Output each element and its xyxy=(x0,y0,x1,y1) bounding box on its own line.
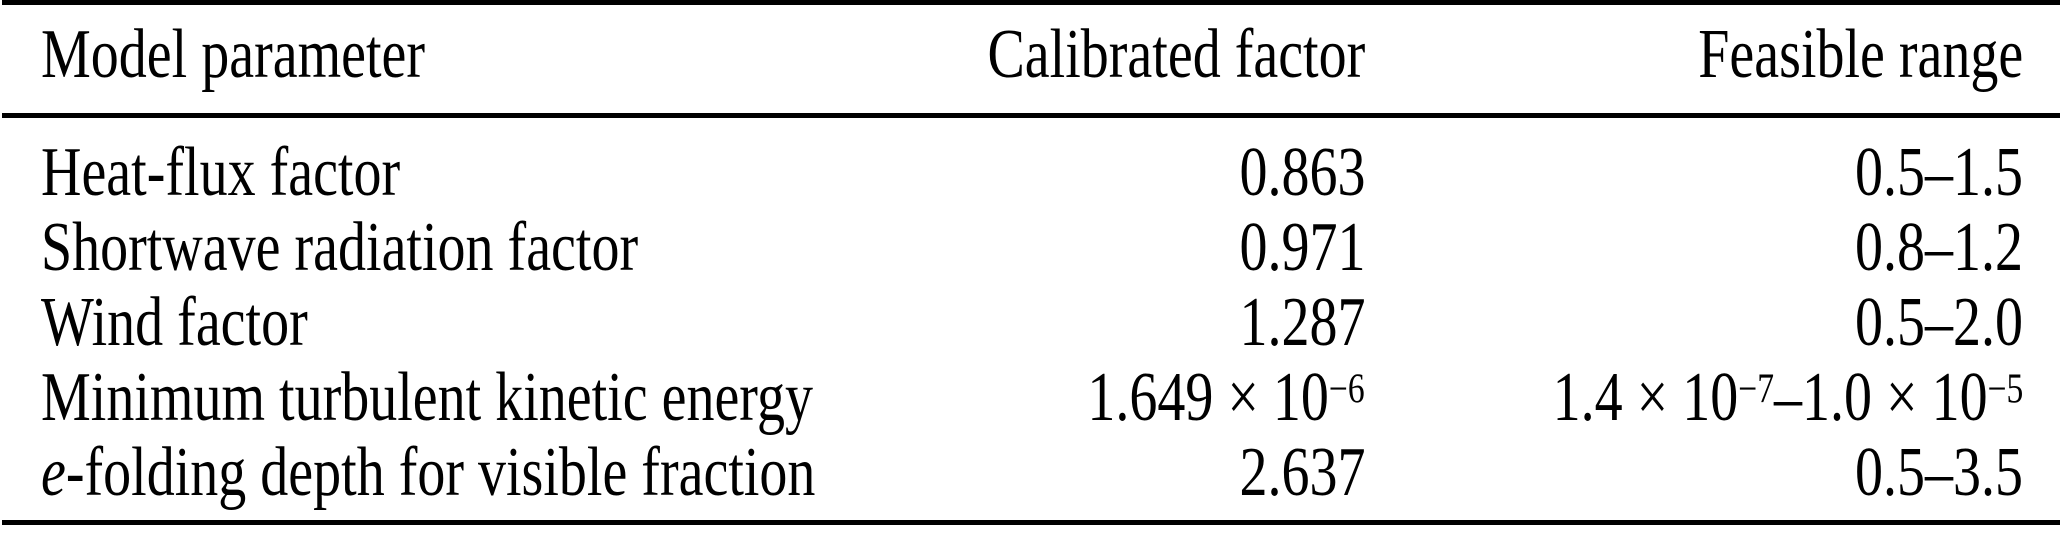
cell-feasible-range: 0.5–2.0 xyxy=(1365,285,2023,360)
range-value: 0.5–2.0 xyxy=(1855,284,2023,361)
calibrated-value: 2.637 xyxy=(1239,434,1365,511)
parameter-name: Minimum turbulent kinetic energy xyxy=(41,359,813,436)
column-header-label: Feasible range xyxy=(1698,16,2023,93)
table-row: Minimum turbulent kinetic energy 1.649 ×… xyxy=(2,360,2060,435)
calibrated-value: 1.649 × 10−6 xyxy=(1087,359,1365,436)
table-header-rule xyxy=(2,113,2060,118)
calibrated-value: 0.971 xyxy=(1239,209,1365,286)
parameter-name: Heat-flux factor xyxy=(41,134,401,211)
calibrated-value: 0.863 xyxy=(1239,134,1365,211)
table-header: Model parameter Calibrated factor Feasib… xyxy=(2,5,2060,113)
column-header-label: Calibrated factor xyxy=(987,16,1365,93)
cell-calibrated-factor: 1.649 × 10−6 xyxy=(915,360,1365,435)
table-row: Heat-flux factor 0.863 0.5–1.5 xyxy=(2,135,2060,210)
cell-feasible-range: 0.5–3.5 xyxy=(1365,435,2023,510)
table-header-row: Model parameter Calibrated factor Feasib… xyxy=(2,17,2060,92)
column-header-label: Model parameter xyxy=(41,16,426,93)
parameter-name: Shortwave radiation factor xyxy=(41,209,639,286)
column-header-feasible-range: Feasible range xyxy=(1365,17,2023,92)
column-header-model-parameter: Model parameter xyxy=(41,17,915,92)
calibration-parameters-table: Model parameter Calibrated factor Feasib… xyxy=(2,0,2060,525)
table-row: Wind factor 1.287 0.5–2.0 xyxy=(2,285,2060,360)
cell-calibrated-factor: 0.863 xyxy=(915,135,1365,210)
cell-calibrated-factor: 2.637 xyxy=(915,435,1365,510)
cell-calibrated-factor: 1.287 xyxy=(915,285,1365,360)
range-value: 0.5–3.5 xyxy=(1855,434,2023,511)
calibrated-value: 1.287 xyxy=(1239,284,1365,361)
cell-feasible-range: 0.5–1.5 xyxy=(1365,135,2023,210)
cell-feasible-range: 0.8–1.2 xyxy=(1365,210,2023,285)
table-row: e-folding depth for visible fraction 2.6… xyxy=(2,435,2060,510)
column-header-calibrated-factor: Calibrated factor xyxy=(915,17,1365,92)
range-value: 0.5–1.5 xyxy=(1855,134,2023,211)
table-top-rule xyxy=(2,0,2060,5)
table-row: Shortwave radiation factor 0.971 0.8–1.2 xyxy=(2,210,2060,285)
cell-calibrated-factor: 0.971 xyxy=(915,210,1365,285)
table-body: Heat-flux factor 0.863 0.5–1.5 Shortwave… xyxy=(2,118,2060,520)
cell-feasible-range: 1.4 × 10−7–1.0 × 10−5 xyxy=(1365,360,2023,435)
range-value: 1.4 × 10−7–1.0 × 10−5 xyxy=(1552,359,2023,436)
cell-parameter: Minimum turbulent kinetic energy xyxy=(41,360,915,435)
cell-parameter: Wind factor xyxy=(41,285,915,360)
parameter-name: e-folding depth for visible fraction xyxy=(41,434,816,511)
cell-parameter: Shortwave radiation factor xyxy=(41,210,915,285)
range-value: 0.8–1.2 xyxy=(1855,209,2023,286)
cell-parameter: Heat-flux factor xyxy=(41,135,915,210)
table-bottom-rule xyxy=(2,520,2060,525)
parameter-name: Wind factor xyxy=(41,284,308,361)
cell-parameter: e-folding depth for visible fraction xyxy=(41,435,915,510)
